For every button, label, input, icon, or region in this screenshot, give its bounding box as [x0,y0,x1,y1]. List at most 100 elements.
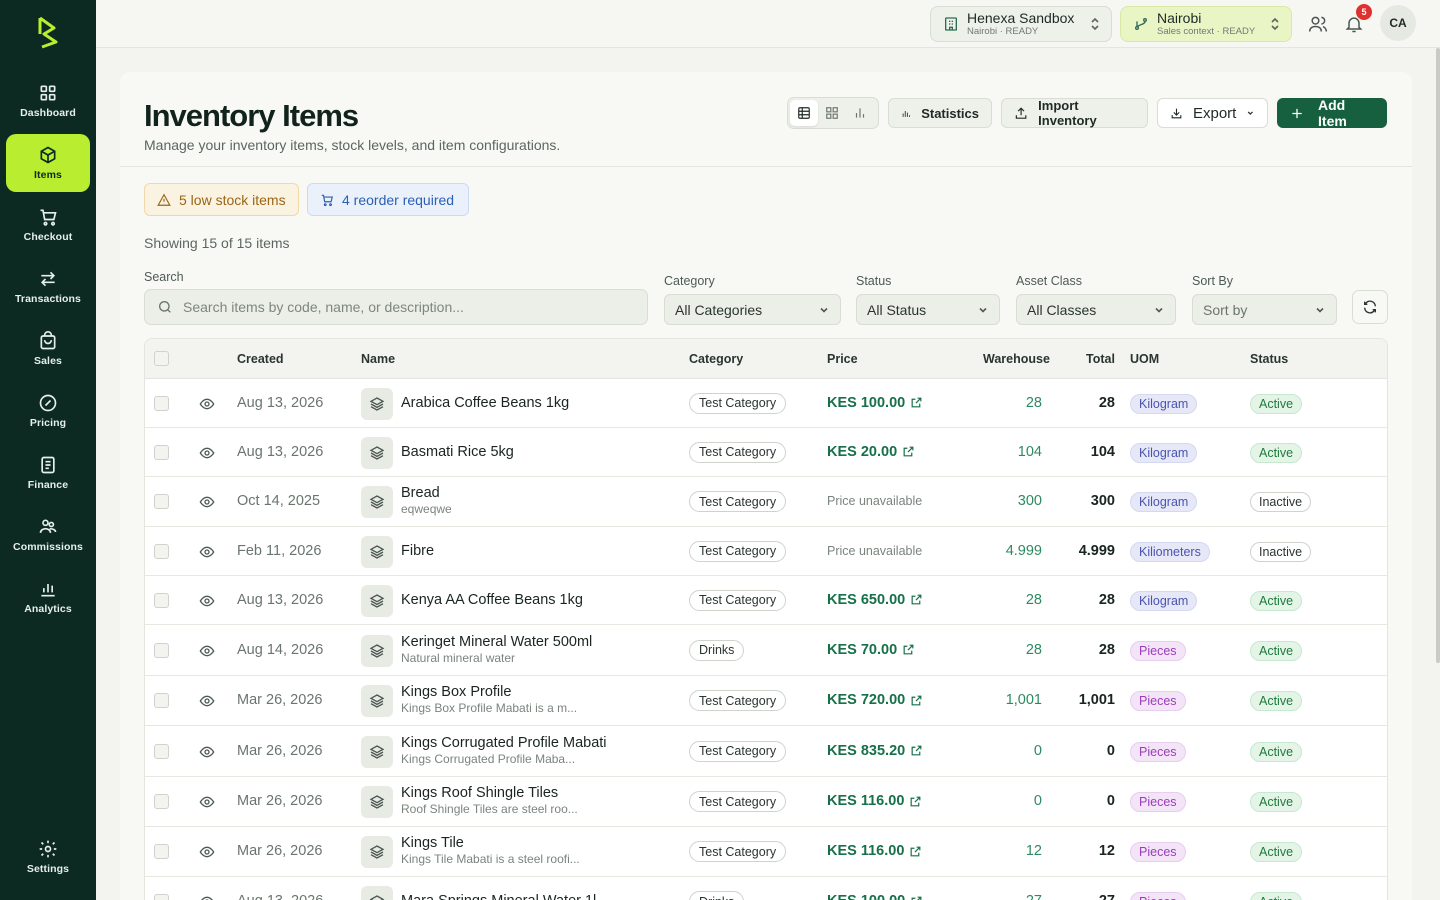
sort-by-select[interactable]: Sort by [1192,294,1337,325]
column-header-total[interactable]: Total [1086,352,1115,366]
item-name[interactable]: Keringet Mineral Water 500ml [401,633,593,650]
price-link[interactable]: KES 100.00 [827,395,923,411]
item-name[interactable]: Kenya AA Coffee Beans 1kg [401,591,583,608]
chart-view-button[interactable] [846,100,874,126]
sidebar-item-dashboard[interactable]: Dashboard [6,72,90,130]
sidebar-item-pricing[interactable]: Pricing [6,382,90,440]
page-scrollbar[interactable] [1436,48,1440,663]
refresh-button[interactable] [1352,290,1388,324]
asset-class-select[interactable]: All Classes [1016,294,1176,325]
column-header-price[interactable]: Price [827,352,858,366]
row-checkbox[interactable] [154,642,169,658]
item-name[interactable]: Kings Roof Shingle Tiles [401,785,559,801]
price-link[interactable]: KES 116.00 [827,793,922,809]
column-header-category[interactable]: Category [689,352,744,366]
price-link[interactable]: KES 70.00 [827,642,915,658]
reorder-alert[interactable]: 4 reorder required [307,183,469,216]
price-link[interactable]: KES 116.00 [827,843,922,859]
warehouse-qty: 104 [1017,443,1042,460]
column-header-uom[interactable]: UOM [1130,352,1160,366]
table-row[interactable]: Mar 26, 2026 Kings Corrugated Profile Mab… [145,726,1387,777]
column-header-created[interactable]: Created [237,352,284,366]
row-checkbox[interactable] [154,592,169,608]
notifications-button[interactable]: 5 [1340,4,1372,38]
eye-icon[interactable] [199,794,215,810]
sidebar-item-settings[interactable]: Settings [6,828,90,886]
item-name[interactable]: Kings Tile [401,835,464,851]
price-link[interactable]: KES 720.00 [827,692,923,708]
item-name-cell: Kenya AA Coffee Beans 1kg [401,592,583,608]
sidebar-item-commissions[interactable]: Commissions [6,506,90,564]
item-name[interactable]: Kings Box Profile [401,684,512,700]
row-checkbox[interactable] [154,894,169,900]
table-row[interactable]: Mar 26, 2026 Kings Box Profile Kings Box P… [145,676,1387,726]
item-thumbnail [361,535,393,568]
eye-icon[interactable] [199,396,215,412]
status-select[interactable]: All Status [856,294,1000,325]
row-checkbox[interactable] [154,743,169,759]
column-header-name[interactable]: Name [361,352,396,366]
price-link[interactable]: KES 835.20 [827,743,923,759]
item-name[interactable]: Kings Corrugated Profile Mabati [401,734,607,751]
select-all-checkbox[interactable] [154,351,169,366]
search-input[interactable] [183,299,623,315]
table-row[interactable]: Aug 13, 2026 Basmati Rice 5kg Test Categor… [145,428,1387,477]
table-row[interactable]: Aug 13, 2026 Mara Springs Mineral Water 1… [145,877,1387,900]
table-row[interactable]: Aug 14, 2026 Keringet Mineral Water 500ml… [145,625,1387,676]
sidebar-item-items[interactable]: Items [6,134,90,192]
external-link-icon [910,796,921,806]
status-badge: Active [1250,442,1303,463]
eye-icon[interactable] [199,894,215,900]
sidebar-item-checkout[interactable]: Checkout [6,196,90,254]
price-link[interactable]: KES 100.00 [827,893,923,900]
table-row[interactable]: Aug 13, 2026 Kenya AA Coffee Beans 1kg Tes… [145,576,1387,625]
row-checkbox[interactable] [154,543,169,559]
low-stock-alert[interactable]: 5 low stock items [144,183,299,216]
row-checkbox[interactable] [154,494,169,509]
item-name[interactable]: Mara Springs Mineral Water 1l [401,893,596,900]
price-link[interactable]: KES 20.00 [827,444,915,460]
table-view-button[interactable] [790,100,818,126]
export-button[interactable]: Export [1157,98,1268,128]
item-name[interactable]: Bread [401,485,440,501]
eye-icon[interactable] [199,744,215,760]
statistics-button[interactable]: Statistics [888,98,992,128]
avatar[interactable]: CA [1380,5,1416,41]
add-item-button[interactable]: Add Item [1277,97,1387,129]
sidebar-item-finance[interactable]: Finance [6,444,90,502]
sidebar-item-transactions[interactable]: Transactions [6,258,90,316]
eye-icon[interactable] [199,494,215,510]
item-name[interactable]: Basmati Rice 5kg [401,443,514,460]
organization-switcher[interactable]: Henexa Sandbox Nairobi · READY [930,6,1112,42]
eye-icon[interactable] [199,643,215,659]
sidebar-item-label: Analytics [24,603,72,615]
table-row[interactable]: Oct 14, 2025 Bread eqweqwe Test Category Pri… [145,477,1387,527]
row-checkbox[interactable] [154,395,169,411]
item-name[interactable]: Arabica Coffee Beans 1kg [401,394,570,411]
price-link[interactable]: KES 650.00 [827,592,923,608]
row-checkbox[interactable] [154,444,169,460]
eye-icon[interactable] [199,593,215,609]
table-row[interactable]: Aug 13, 2026 Arabica Coffee Beans 1kg Test… [145,379,1387,428]
import-inventory-button[interactable]: Import Inventory [1001,98,1148,128]
sidebar-item-sales[interactable]: Sales [6,320,90,378]
table-row[interactable]: Feb 11, 2026 Fibre Test Category Price unav… [145,527,1387,576]
row-checkbox[interactable] [154,794,169,809]
asset-class-select-value: All Classes [1027,301,1097,318]
row-checkbox[interactable] [154,844,169,859]
branch-switcher[interactable]: Nairobi Sales context · READY [1120,6,1292,42]
eye-icon[interactable] [199,844,215,860]
item-name[interactable]: Fibre [401,542,435,559]
grid-view-button[interactable] [818,100,846,126]
eye-icon[interactable] [199,445,215,461]
sidebar-item-analytics[interactable]: Analytics [6,568,90,626]
eye-icon[interactable] [199,544,215,560]
column-header-warehouse[interactable]: Warehouse [983,352,1050,366]
users-button[interactable] [1304,10,1332,38]
row-checkbox[interactable] [154,693,169,708]
table-row[interactable]: Mar 26, 2026 Kings Tile Kings Tile Mabati … [145,827,1387,877]
category-select[interactable]: All Categories [664,294,841,325]
eye-icon[interactable] [199,693,215,709]
table-row[interactable]: Mar 26, 2026 Kings Roof Shingle Tiles Roof… [145,777,1387,827]
column-header-status[interactable]: Status [1250,352,1289,366]
